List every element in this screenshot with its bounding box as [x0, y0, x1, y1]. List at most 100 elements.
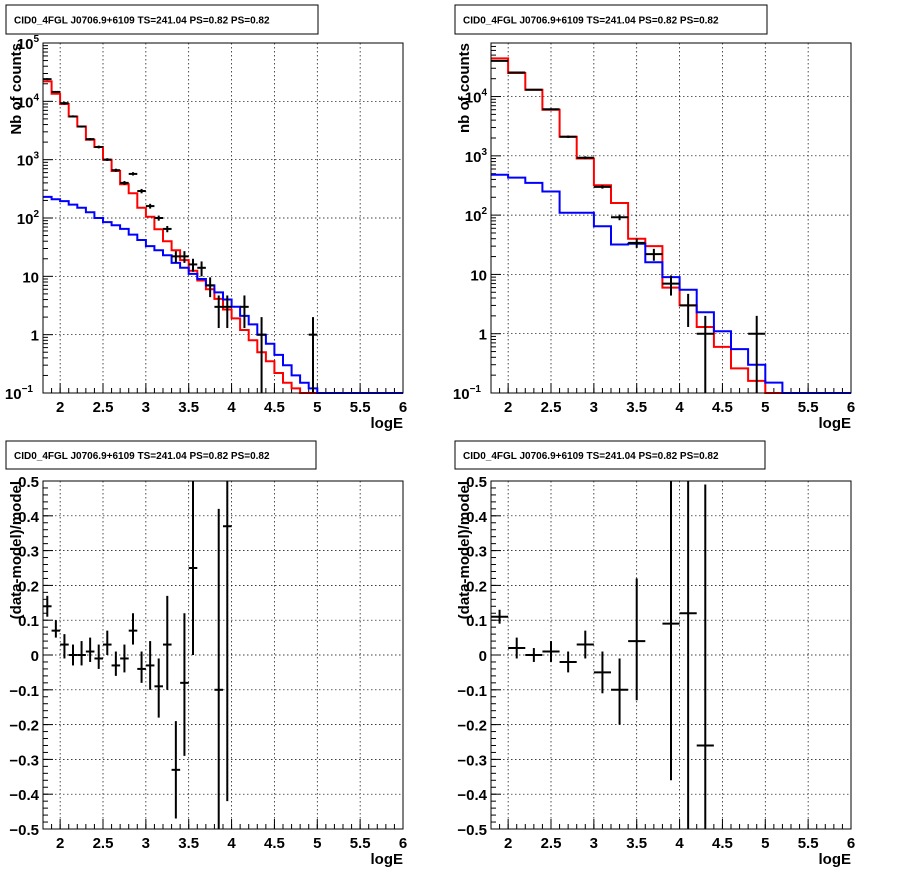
y-axis-label: (data-model)/model: [456, 481, 473, 619]
histogram-series: [491, 173, 851, 394]
grid-lines: [491, 43, 851, 393]
y-tick-label: 0.4: [466, 509, 488, 526]
x-tick-label: 2: [504, 835, 512, 852]
data-point: [525, 648, 543, 662]
data-point: [180, 251, 189, 263]
plot-frame: [42, 480, 404, 830]
data-point: [145, 641, 155, 690]
y-tick-exponent: −1: [22, 384, 34, 395]
data-point: [240, 295, 249, 329]
title-box: [454, 4, 768, 35]
data-point: [611, 658, 629, 725]
data-point: [137, 651, 146, 683]
y-tick-exponent: 5: [33, 34, 39, 45]
x-tick-label: 6: [847, 399, 855, 416]
y-tick-label: 102: [17, 209, 40, 228]
data-point: [611, 214, 629, 221]
data-point: [77, 641, 86, 666]
x-tick-label: 5: [313, 399, 321, 416]
x-tick-label: 4: [675, 399, 684, 416]
data-point: [154, 658, 163, 718]
x-axis-label: logE: [819, 851, 852, 868]
y-tick-label: 0.2: [18, 578, 39, 595]
histogram-series: [43, 80, 403, 394]
title-box: [5, 440, 317, 470]
y-tick-label: 103: [17, 151, 40, 170]
chart-panel-2: CID0_4FGL J0706.9+6109 TS=241.04 PS=0.82…: [453, 4, 855, 432]
y-tick-label: 0.1: [466, 613, 487, 630]
y-tick-label: 0.3: [466, 544, 487, 561]
x-tick-label: 5: [761, 399, 769, 416]
data-point: [679, 481, 697, 829]
y-tick-label: 0.3: [18, 544, 39, 561]
y-tick-label: 0.5: [18, 474, 39, 491]
x-tick-label: 3: [590, 835, 598, 852]
data-point: [662, 481, 680, 781]
grid-lines: [43, 481, 403, 829]
x-tick-label: 5.5: [798, 835, 819, 852]
data-point: [171, 721, 181, 819]
y-tick-exponent: 3: [33, 151, 39, 162]
data-point: [77, 125, 86, 128]
chart-title: CID0_4FGL J0706.9+6109 TS=241.04 PS=0.82…: [463, 451, 719, 462]
x-tick-label: 2: [504, 399, 512, 416]
data-point: [696, 315, 714, 393]
y-tick-label: −0.2: [9, 718, 39, 735]
data-point: [593, 185, 611, 189]
data-points: [491, 59, 766, 393]
data-point: [163, 595, 172, 690]
x-tick-label: 2.5: [93, 835, 114, 852]
y-tick-label: −0.4: [9, 787, 39, 804]
data-point: [525, 88, 543, 91]
y-tick-label: −0.2: [457, 718, 487, 735]
data-point: [51, 90, 61, 93]
x-tick-label: 3.5: [626, 835, 647, 852]
x-axis-label: logE: [819, 415, 852, 432]
data-point: [154, 215, 163, 221]
y-tick-label: 102: [465, 206, 488, 225]
x-tick-label: 4.5: [264, 399, 285, 416]
x-tick-label: 2.5: [93, 399, 114, 416]
data-point: [85, 138, 95, 141]
y-tick-label: 1: [31, 328, 39, 345]
data-point: [43, 78, 52, 81]
data-point: [308, 317, 318, 393]
y-tick-label: 10: [22, 269, 39, 286]
data-points: [43, 78, 318, 393]
data-point: [205, 277, 215, 298]
x-tick-label: 6: [399, 835, 407, 852]
data-point: [94, 145, 103, 149]
data-points: [491, 481, 714, 829]
x-tick-label: 4: [227, 399, 236, 416]
data-point: [542, 108, 560, 111]
data-point: [214, 508, 223, 829]
y-tick-label: 1: [479, 327, 487, 344]
x-tick-label: 4.5: [712, 399, 733, 416]
data-point: [145, 203, 155, 209]
data-point: [120, 644, 129, 673]
x-tick-label: 3: [142, 399, 150, 416]
y-tick-label: −0.3: [457, 752, 487, 769]
title-box: [454, 440, 766, 470]
data-point: [128, 172, 138, 176]
x-tick-label: 4.5: [264, 835, 285, 852]
y-tick-label: 0.5: [466, 474, 487, 491]
y-tick-label: −0.3: [9, 752, 39, 769]
data-point: [223, 481, 232, 802]
data-point: [576, 630, 594, 659]
x-axis-label: logE: [371, 415, 404, 432]
chart-panel-1: CID0_4FGL J0706.9+6109 TS=241.04 PS=0.82…: [5, 4, 407, 432]
data-point: [628, 578, 646, 701]
x-tick-label: 2.5: [541, 399, 562, 416]
y-tick-label: 10: [470, 267, 487, 284]
x-tick-label: 5.5: [798, 399, 819, 416]
x-tick-label: 5: [313, 835, 321, 852]
data-point: [85, 637, 95, 662]
x-tick-label: 4: [675, 835, 684, 852]
y-axis-label: (data-model)/model: [8, 481, 25, 619]
x-tick-label: 3.5: [178, 835, 199, 852]
data-point: [593, 651, 611, 694]
y-tick-label: 0.2: [466, 578, 487, 595]
y-tick-label: −0.5: [9, 822, 39, 839]
data-point: [188, 258, 198, 272]
